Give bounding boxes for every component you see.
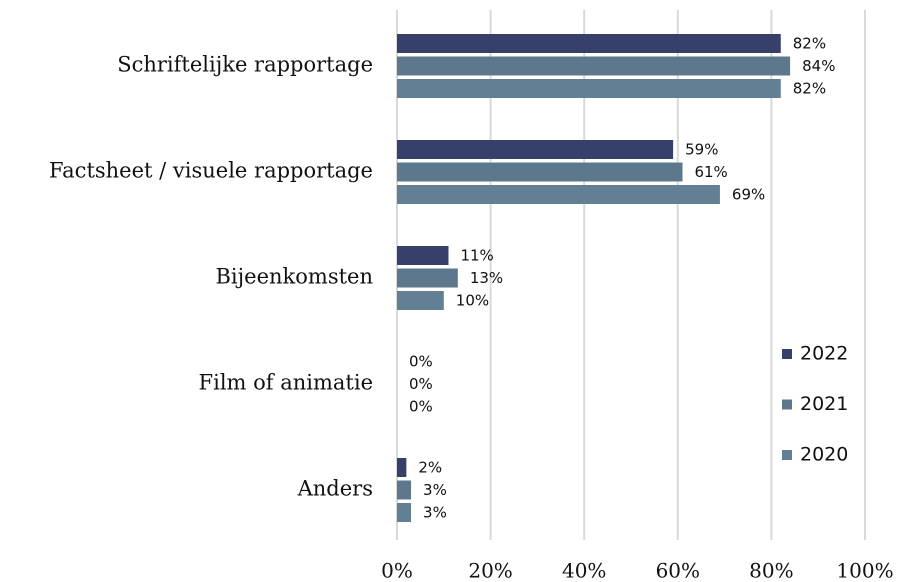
value-label: 84% [802, 57, 835, 75]
x-tick-label: 60% [656, 559, 700, 582]
value-label: 0% [409, 353, 433, 371]
bar [397, 291, 444, 310]
bar [397, 458, 407, 477]
legend-label: 2021 [800, 393, 848, 415]
value-label: 10% [456, 292, 489, 310]
legend-swatch [782, 399, 792, 410]
x-tick-label: 40% [562, 559, 606, 582]
bar [397, 503, 412, 522]
bar [397, 34, 781, 53]
bar [397, 185, 720, 204]
x-tick-label: 80% [749, 559, 793, 582]
bar [397, 480, 412, 500]
bar [397, 268, 458, 288]
legend-label: 2022 [800, 343, 848, 365]
value-label: 3% [423, 504, 447, 522]
bar [397, 140, 674, 159]
value-label: 2% [418, 459, 442, 477]
bar [397, 246, 449, 265]
x-tick-label: 0% [381, 559, 413, 582]
legend-label: 2020 [800, 444, 848, 466]
value-label: 69% [732, 186, 765, 204]
value-label: 0% [409, 375, 433, 393]
y-tick-label: Factsheet / visuele rapportage [49, 159, 373, 183]
value-label: 0% [409, 398, 433, 416]
value-label: 82% [793, 80, 826, 98]
y-tick-label: Film of animatie [199, 371, 373, 395]
bar [397, 162, 683, 182]
value-label: 3% [423, 481, 447, 499]
value-label: 82% [793, 35, 826, 53]
x-tick-label: 100% [836, 559, 893, 582]
bar [397, 56, 791, 76]
y-tick-label: Schriftelijke rapportage [117, 53, 373, 77]
value-label: 59% [685, 141, 718, 159]
value-label: 13% [470, 269, 503, 287]
legend-swatch [782, 349, 792, 359]
x-tick-label: 20% [468, 559, 512, 582]
y-tick-label: Bijeenkomsten [216, 265, 374, 289]
value-label: 61% [694, 163, 727, 181]
bar [397, 79, 781, 98]
legend-swatch [782, 450, 792, 460]
y-tick-label: Anders [297, 477, 373, 501]
value-label: 11% [460, 247, 493, 265]
